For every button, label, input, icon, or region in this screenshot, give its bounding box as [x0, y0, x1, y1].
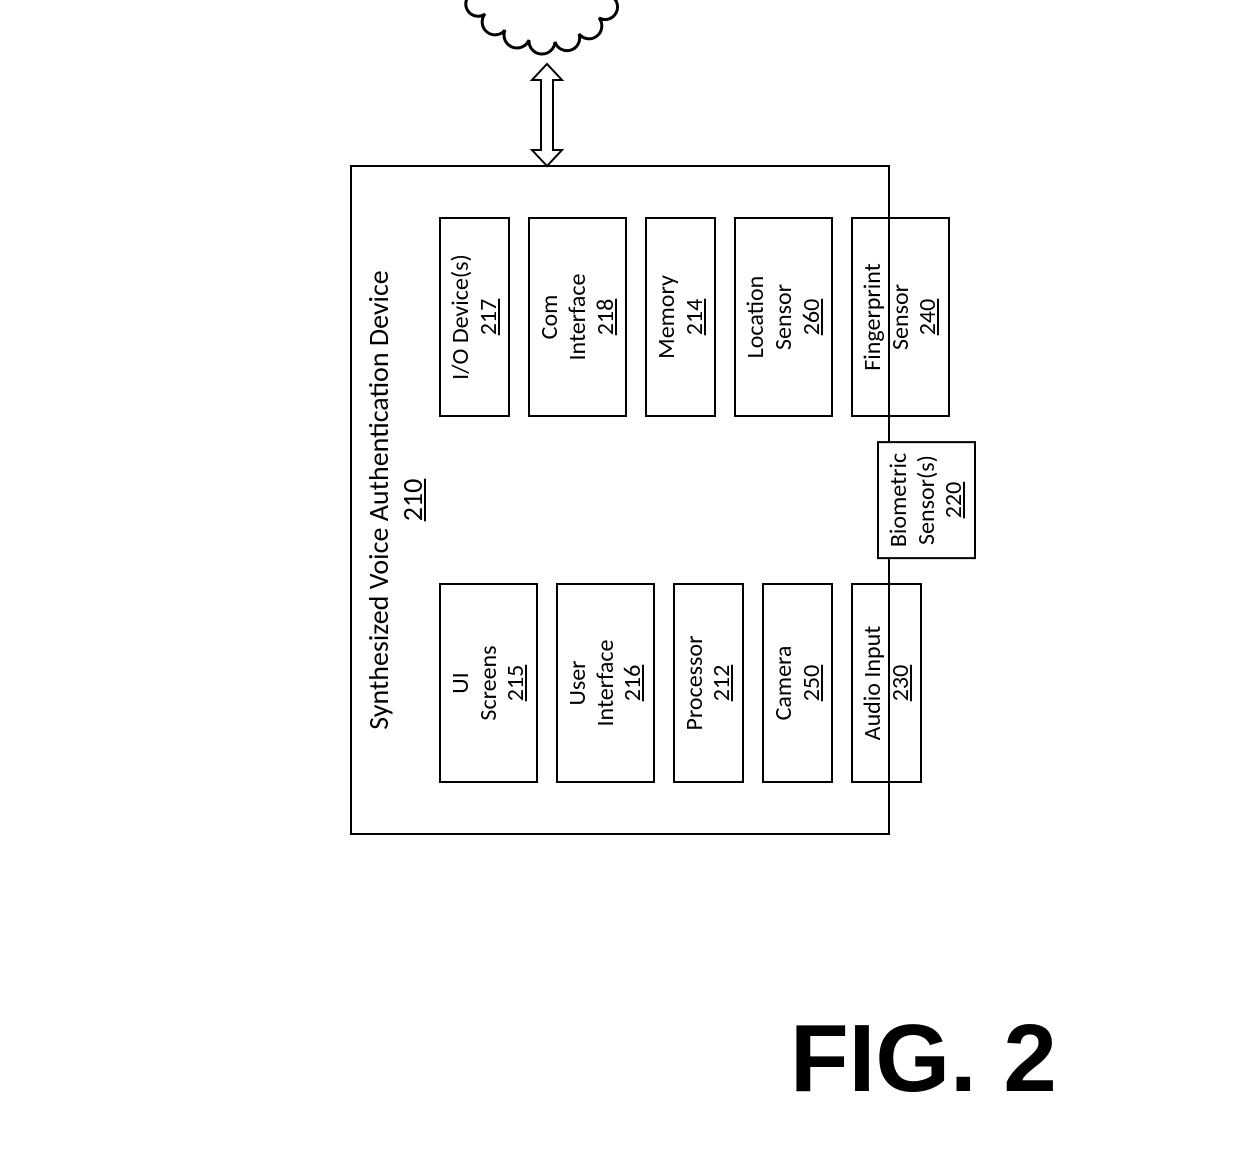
block-label: BiometricSensor(s)	[884, 453, 941, 547]
figure-label: FIG. 2	[790, 1004, 1057, 1114]
diagram-rotated-wrap: Synthesized Voice Authentication Device …	[350, 165, 890, 835]
block-label: Processor	[680, 636, 709, 731]
block-ref: 260	[797, 299, 826, 336]
block-audio-input: Audio Input 230	[851, 583, 922, 783]
right-column: I/O Device(s) 217 ComInterface 218 Memor…	[439, 217, 950, 417]
columns: UIScreens 215 UserInterface 216 Processo…	[439, 177, 950, 823]
block-label: Audio Input	[858, 626, 887, 741]
block-ui-screens: UIScreens 215	[439, 583, 538, 783]
left-column: UIScreens 215 UserInterface 216 Processo…	[439, 583, 950, 783]
block-label: UIScreens	[446, 645, 503, 720]
block-label: Memory	[652, 275, 681, 359]
block-label: ComInterface	[535, 274, 592, 361]
block-location-sensor: LocationSensor 260	[734, 217, 833, 417]
block-ref: 220	[939, 482, 968, 519]
main-title: Synthesized Voice Authentication Device …	[362, 177, 429, 823]
block-ref: 212	[707, 665, 736, 702]
block-com-interface: ComInterface 218	[528, 217, 627, 417]
block-processor: Processor 212	[673, 583, 744, 783]
block-memory: Memory 214	[645, 217, 716, 417]
bidirectional-arrow	[527, 50, 587, 180]
block-label: I/O Device(s)	[446, 254, 475, 380]
block-label: FingerprintSensor	[858, 263, 915, 370]
block-fingerprint-sensor: FingerprintSensor 240	[851, 217, 950, 417]
block-io-devices: I/O Device(s) 217	[439, 217, 510, 417]
block-label: UserInterface	[563, 640, 620, 727]
block-label: LocationSensor	[741, 276, 798, 359]
block-ref: 230	[886, 665, 915, 702]
block-ref: 215	[501, 665, 530, 702]
block-user-interface: UserInterface 216	[556, 583, 655, 783]
cloud-icon	[455, 0, 645, 65]
block-ref: 240	[913, 299, 942, 336]
main-device-box: Synthesized Voice Authentication Device …	[350, 165, 890, 835]
block-ref: 218	[591, 299, 620, 336]
block-ref: 216	[618, 665, 647, 702]
block-ref: 217	[474, 299, 503, 336]
main-title-ref: 210	[395, 479, 430, 522]
block-ref: 250	[797, 665, 826, 702]
block-ref: 214	[680, 299, 709, 336]
block-label: Camera	[769, 646, 798, 721]
block-camera: Camera 250	[762, 583, 833, 783]
block-biometric-sensors: BiometricSensor(s) 220	[877, 441, 976, 559]
main-title-text: Synthesized Voice Authentication Device	[361, 270, 396, 729]
